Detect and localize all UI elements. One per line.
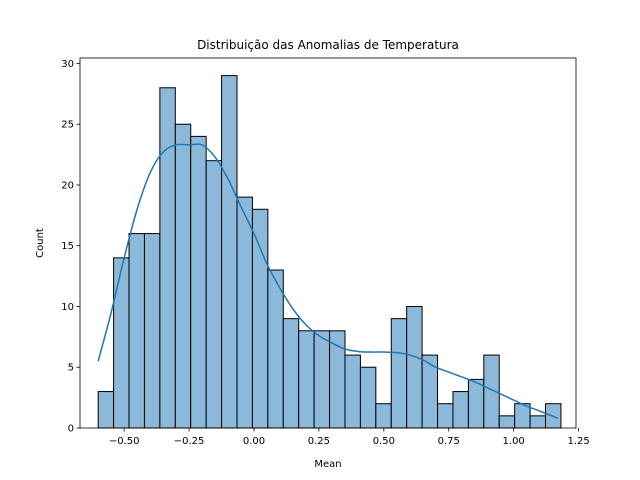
- y-tick-label: 25: [61, 120, 74, 131]
- histogram-bar: [390, 318, 408, 429]
- x-tick-label: 1.25: [567, 436, 589, 447]
- histogram-bar: [298, 330, 315, 429]
- histogram-bar: [498, 415, 516, 429]
- y-tick-label: 10: [61, 302, 74, 313]
- y-tick-label: 0: [68, 424, 74, 435]
- histogram-bar: [97, 391, 115, 429]
- histogram-bar: [282, 318, 300, 429]
- y-tick-label: 5: [68, 363, 74, 374]
- histogram-bar: [375, 403, 392, 429]
- histogram-bar: [406, 305, 423, 429]
- histogram-bar: [113, 257, 130, 429]
- x-axis-ticks: −0.50 −0.25 0.00 0.25 0.50 0.75 1.00 1.25: [109, 428, 590, 447]
- histogram-bar: [267, 269, 284, 429]
- histogram-bar: [251, 208, 269, 429]
- x-tick-label: 0.25: [308, 436, 330, 447]
- histogram-bar: [174, 123, 192, 429]
- histogram-bar: [159, 87, 176, 429]
- x-tick-label: 0.75: [438, 436, 460, 447]
- x-tick-label: −0.25: [174, 436, 205, 447]
- y-tick-label: 30: [61, 59, 74, 70]
- y-tick-label: 15: [61, 241, 74, 252]
- histogram-bar: [437, 403, 454, 429]
- chart-title: Distribuição das Anomalias de Temperatur…: [197, 38, 459, 52]
- y-tick-label: 20: [61, 180, 74, 191]
- histogram-bar: [467, 378, 485, 429]
- histogram-bar: [452, 391, 469, 429]
- x-tick-label: 0.50: [373, 436, 395, 447]
- x-tick-label: 0.00: [243, 436, 265, 447]
- kde-curve: [97, 143, 559, 419]
- histogram-bar: [529, 415, 547, 429]
- histogram-bar: [190, 135, 207, 429]
- x-axis-label: Mean: [314, 459, 341, 470]
- histogram-bar: [421, 354, 439, 429]
- histogram-bar: [344, 354, 361, 429]
- histogram-bar: [128, 233, 145, 429]
- histogram-bars: [97, 75, 562, 429]
- histogram-bar: [236, 196, 253, 429]
- x-tick-label: 1.00: [503, 436, 525, 447]
- histogram-bar: [205, 160, 223, 429]
- histogram-bar: [143, 233, 161, 429]
- histogram-bar: [221, 75, 238, 429]
- x-tick-label: −0.50: [109, 436, 140, 447]
- histogram-bar: [313, 330, 331, 429]
- axes-frame: [79, 57, 577, 429]
- y-axis-label: Count: [35, 228, 46, 258]
- histogram-bar: [359, 366, 377, 429]
- y-axis-ticks: 0 5 10 15 20 25 30: [61, 59, 80, 435]
